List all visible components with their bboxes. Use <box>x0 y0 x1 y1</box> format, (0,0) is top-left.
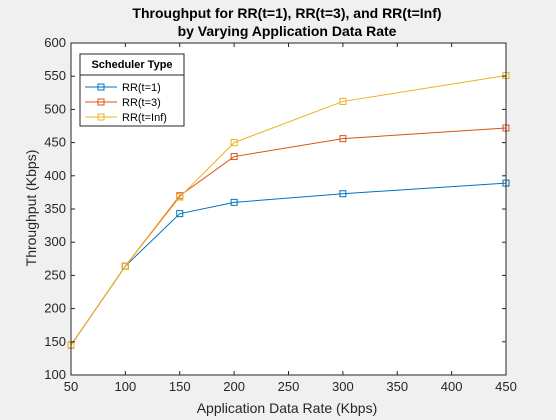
chart-subtitle: by Varying Application Data Rate <box>178 23 397 39</box>
x-tick-label: 250 <box>278 379 300 394</box>
data-point <box>230 139 238 147</box>
data-point <box>176 193 184 201</box>
legend-title: Scheduler Type <box>91 59 172 71</box>
y-tick-label: 100 <box>44 367 66 382</box>
x-axis-label: Application Data Rate (Kbps) <box>197 400 378 416</box>
data-point <box>121 262 129 270</box>
data-point <box>230 153 238 161</box>
legend-swatch-marker <box>97 83 105 91</box>
legend-swatch-marker <box>97 113 105 121</box>
data-point <box>176 210 184 218</box>
data-point <box>339 190 347 198</box>
y-axis-label: Throughput (Kbps) <box>23 150 39 267</box>
y-tick-label: 500 <box>44 101 66 116</box>
x-tick-label: 450 <box>495 379 517 394</box>
y-tick-label: 300 <box>44 234 66 249</box>
chart-title: Throughput for RR(t=1), RR(t=3), and RR(… <box>132 5 441 21</box>
data-point <box>230 198 238 206</box>
x-tick-label: 50 <box>64 379 78 394</box>
data-point <box>339 135 347 143</box>
legend-label: RR(t=Inf) <box>122 112 167 124</box>
legend: Scheduler Type RR(t=1) RR(t=3) RR(t=Inf) <box>79 53 185 127</box>
legend-item: RR(t=Inf) <box>85 112 167 124</box>
legend-items: RR(t=1) RR(t=3) RR(t=Inf) <box>85 82 167 124</box>
y-tick-label: 600 <box>44 35 66 50</box>
y-tick-label: 450 <box>44 135 66 150</box>
y-tick-label: 550 <box>44 68 66 83</box>
legend-label: RR(t=1) <box>122 82 161 94</box>
legend-label: RR(t=3) <box>122 97 161 109</box>
x-tick-label: 150 <box>169 379 191 394</box>
data-point <box>339 97 347 105</box>
series-line <box>70 75 507 346</box>
axis-layer: 50 100 150 200 250 300 350 400 45010015020025030… <box>44 35 517 394</box>
y-tick-label: 150 <box>44 334 66 349</box>
y-tick-label: 400 <box>44 168 66 183</box>
x-tick-label: 200 <box>223 379 245 394</box>
y-tick-label: 250 <box>44 267 66 282</box>
x-tick-label: 300 <box>332 379 354 394</box>
legend-box <box>79 53 185 127</box>
y-tick-label: 350 <box>44 201 66 216</box>
x-tick-label: 100 <box>115 379 137 394</box>
x-tick-label: 400 <box>441 379 463 394</box>
legend-item: RR(t=1) <box>85 82 161 94</box>
legend-swatch-marker <box>97 98 105 106</box>
y-tick-label: 200 <box>44 301 66 316</box>
legend-item: RR(t=3) <box>85 97 161 109</box>
x-tick-label: 350 <box>386 379 408 394</box>
